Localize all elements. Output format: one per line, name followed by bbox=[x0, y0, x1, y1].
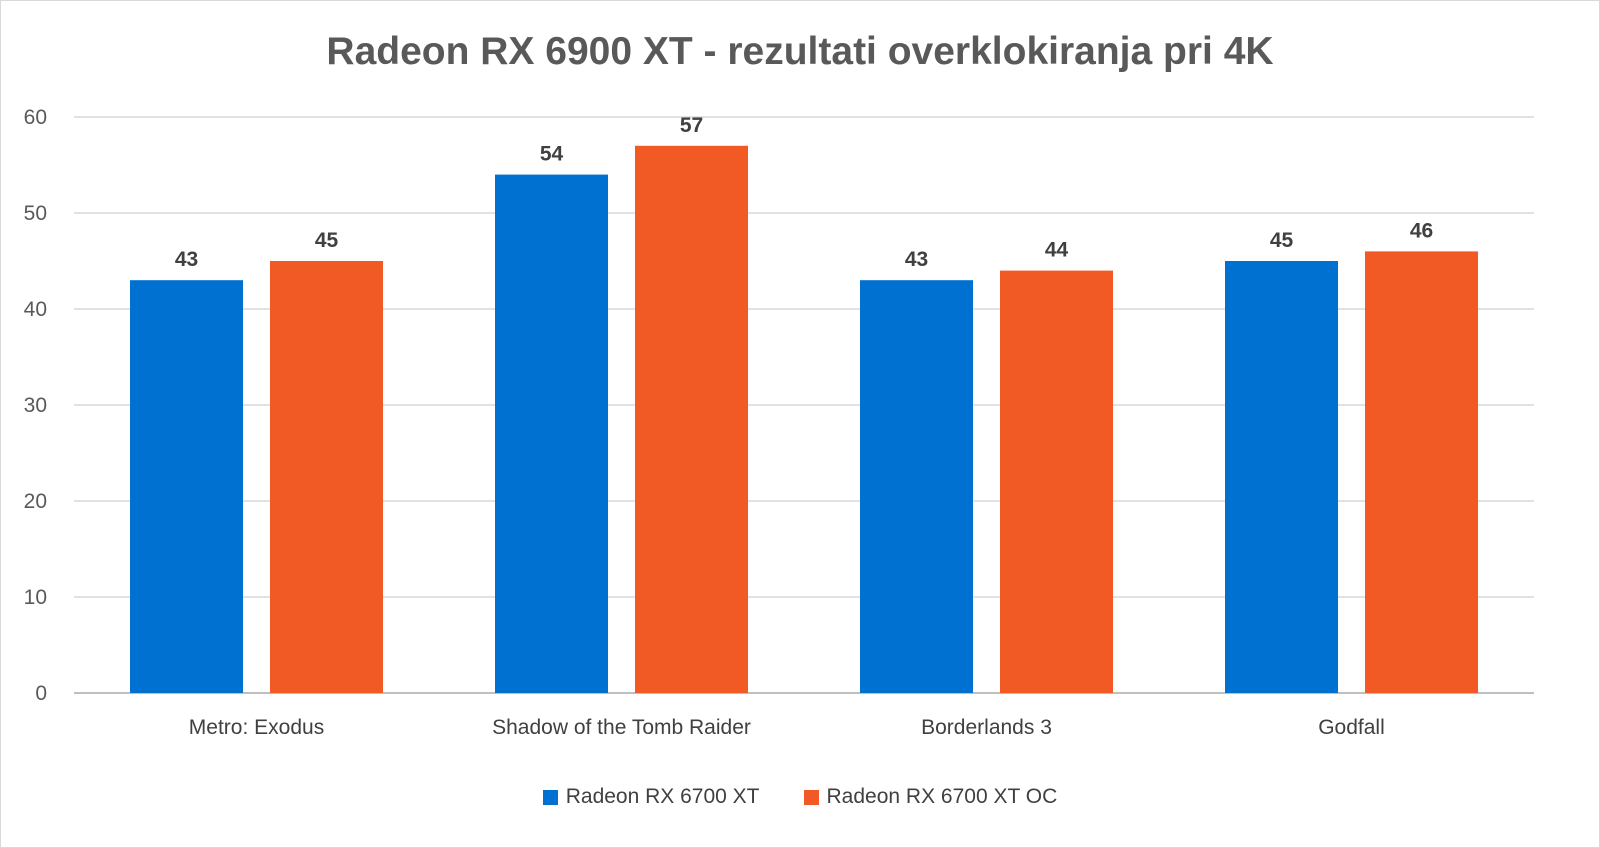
data-label: 45 bbox=[315, 229, 339, 252]
data-labels: 43 45 54 57 43 44 45 46 bbox=[175, 114, 1433, 271]
x-category-label: Borderlands 3 bbox=[921, 716, 1052, 739]
legend-swatch bbox=[803, 789, 819, 805]
bar-oc-1 bbox=[635, 145, 748, 694]
bar-oc-0 bbox=[270, 261, 383, 693]
x-axis-categories: Metro: Exodus Shadow of the Tomb Raider Bo… bbox=[189, 716, 1385, 739]
data-label: 45 bbox=[1270, 229, 1294, 252]
y-axis-ticks: 0 10 20 30 40 50 60 bbox=[24, 106, 47, 705]
x-category-label: Metro: Exodus bbox=[189, 716, 324, 739]
y-tick-label: 30 bbox=[24, 394, 47, 417]
x-category-label: Shadow of the Tomb Raider bbox=[492, 716, 751, 739]
bars bbox=[130, 145, 1478, 694]
y-tick-label: 60 bbox=[24, 106, 47, 129]
bar-oc-3 bbox=[1365, 251, 1478, 693]
legend-item: Radeon RX 6700 XT OC bbox=[803, 785, 1058, 809]
y-tick-label: 50 bbox=[24, 202, 47, 225]
chart-title: Radeon RX 6900 XT - rezultati overklokir… bbox=[326, 30, 1274, 73]
y-tick-label: 10 bbox=[24, 586, 47, 609]
data-label: 46 bbox=[1410, 219, 1433, 242]
bar-oc-2 bbox=[1000, 270, 1113, 693]
data-label: 57 bbox=[680, 114, 703, 137]
legend-label: Radeon RX 6700 XT bbox=[565, 785, 760, 808]
x-category-label: Godfall bbox=[1318, 716, 1385, 739]
bar-stock-2 bbox=[860, 280, 973, 693]
bar-stock-0 bbox=[130, 280, 243, 693]
data-label: 44 bbox=[1045, 239, 1069, 262]
data-label: 54 bbox=[540, 143, 564, 166]
y-tick-label: 20 bbox=[24, 490, 47, 513]
legend-item: Radeon RX 6700 XT bbox=[542, 785, 760, 809]
bar-stock-3 bbox=[1225, 261, 1338, 693]
data-label: 43 bbox=[905, 248, 928, 271]
y-tick-label: 40 bbox=[24, 298, 47, 321]
legend-label: Radeon RX 6700 XT OC bbox=[826, 785, 1058, 808]
y-tick-label: 0 bbox=[35, 682, 47, 705]
data-label: 43 bbox=[175, 248, 198, 271]
legend-swatch bbox=[542, 789, 558, 805]
chart-legend: Radeon RX 6700 XT Radeon RX 6700 XT OC bbox=[0, 785, 1600, 809]
bar-stock-1 bbox=[495, 174, 608, 694]
